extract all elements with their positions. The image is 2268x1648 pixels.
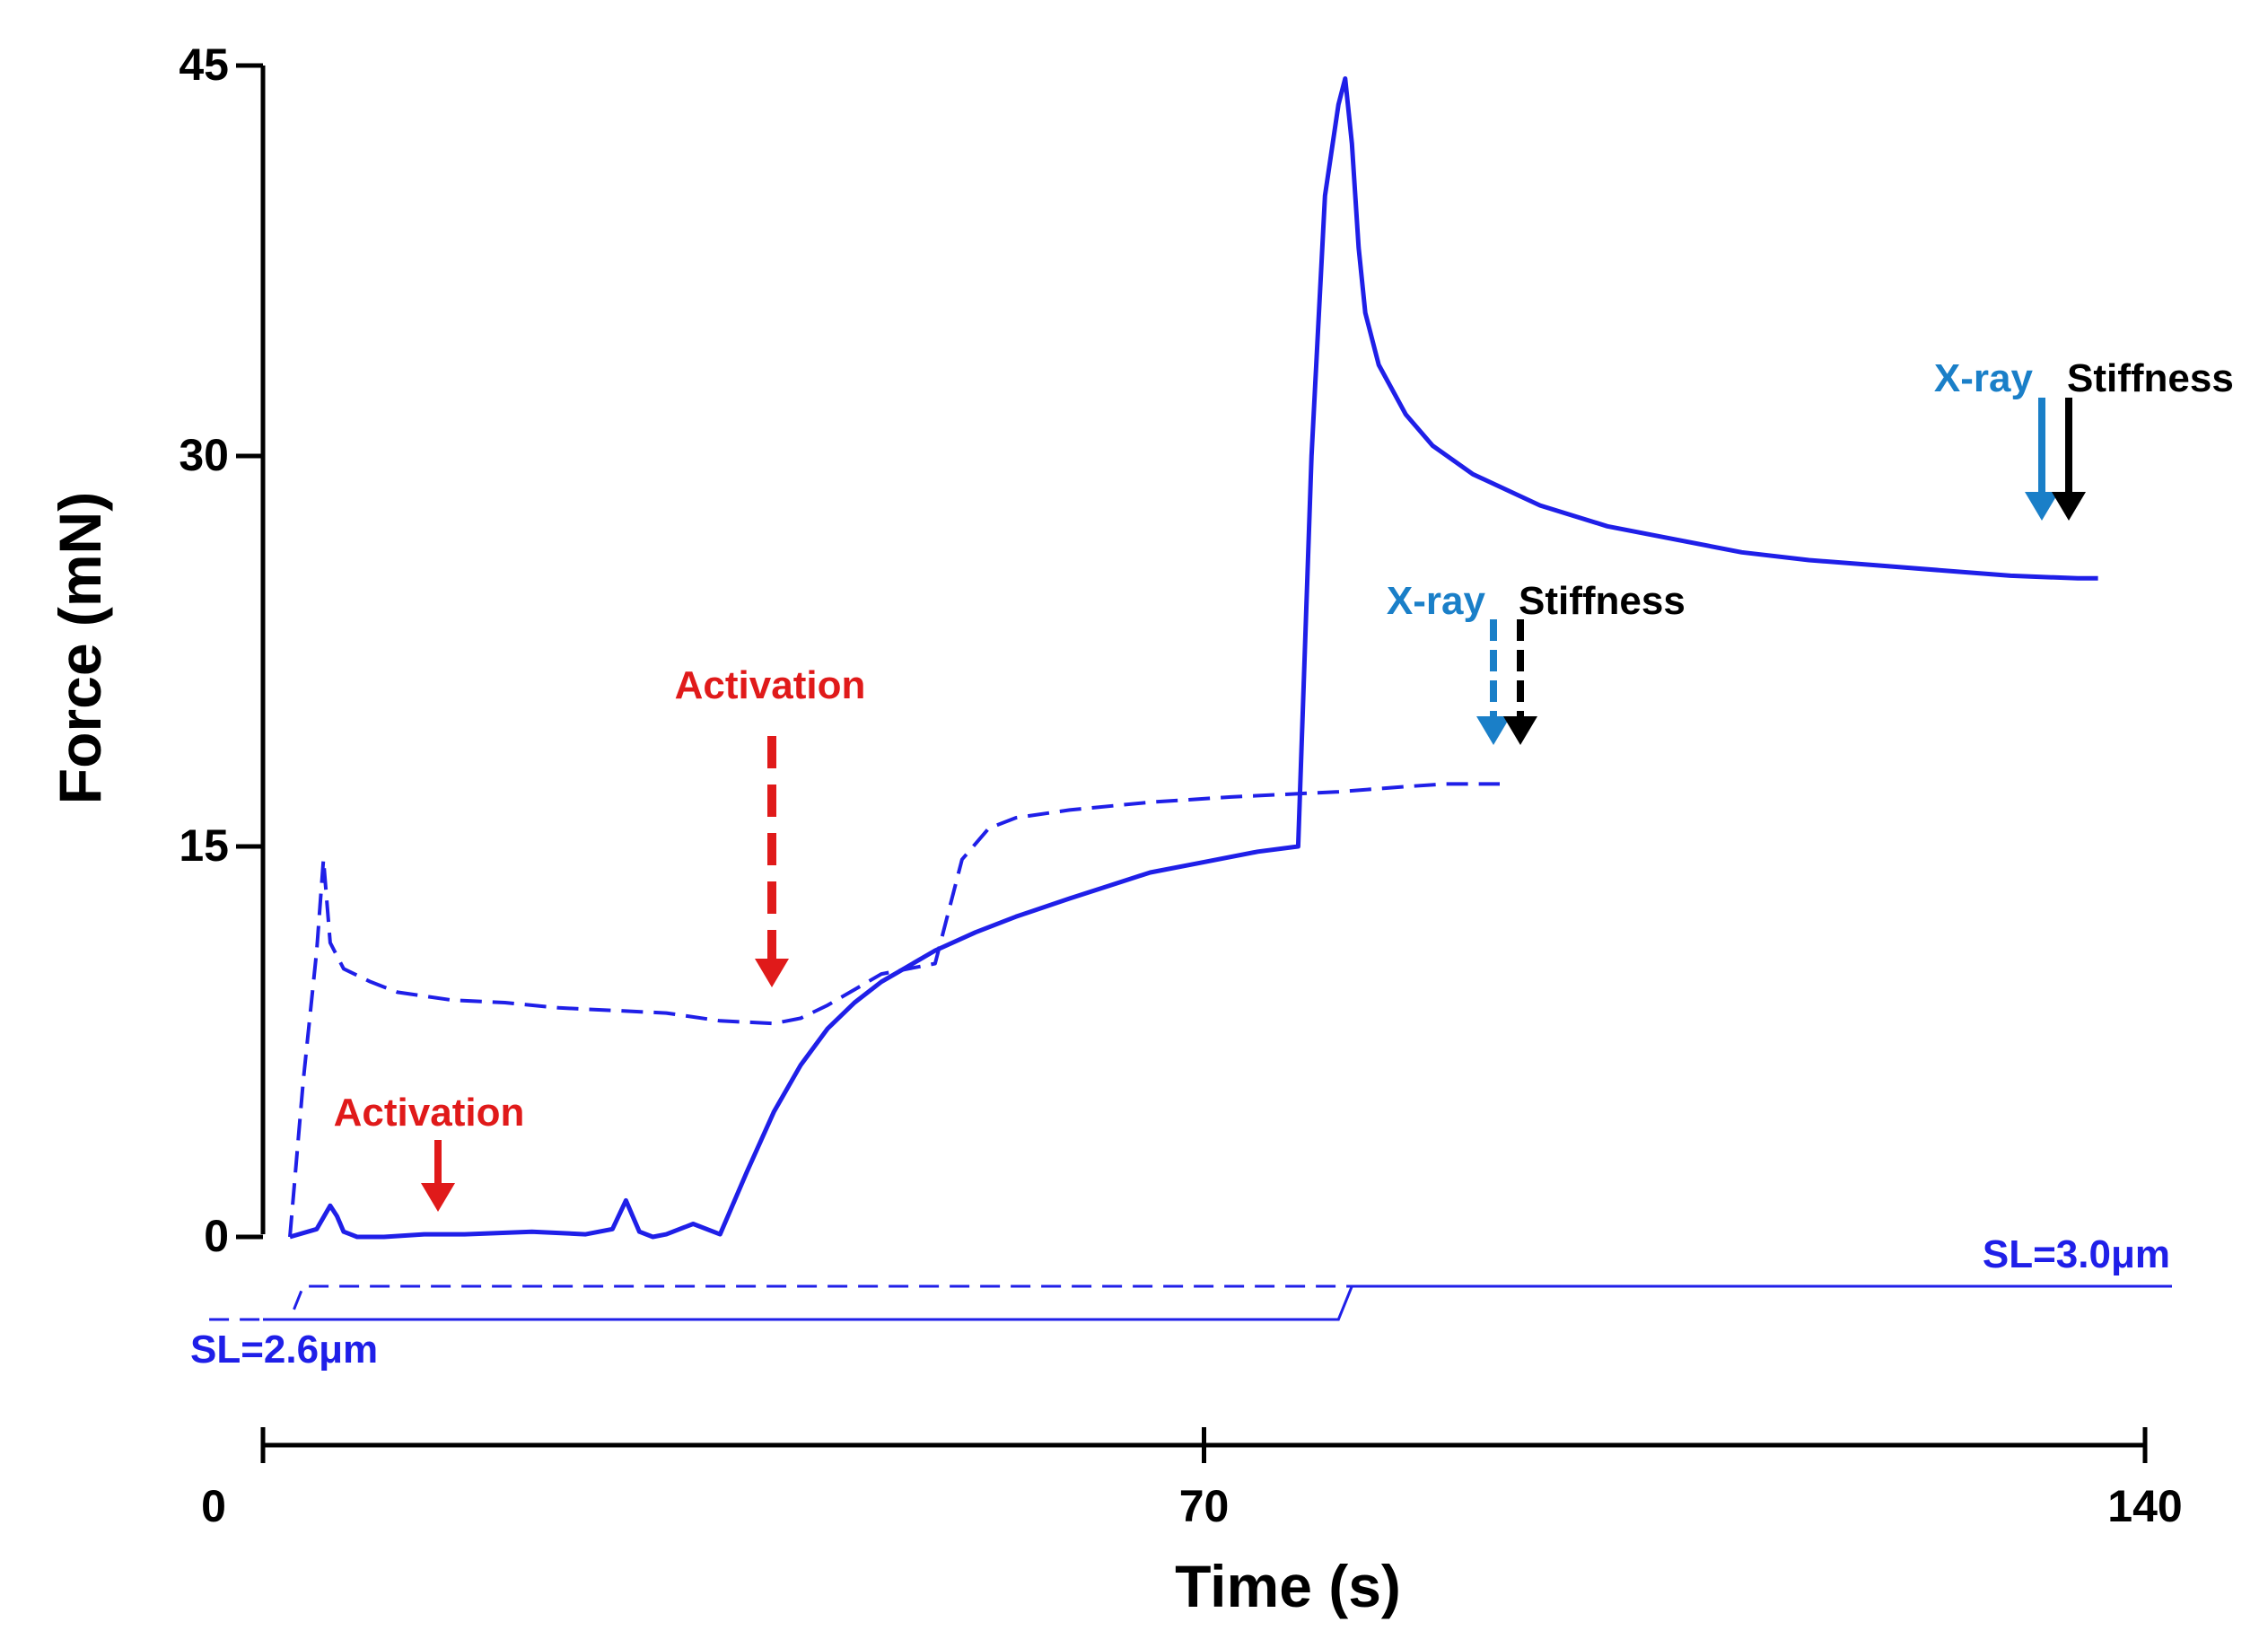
xray-solid-annotation: X-ray [1934,356,2059,521]
stiffness-dashed-arrow-head [1503,716,1537,745]
y-axis-title: Force (mN) [47,492,113,804]
y-tick-label-0: 0 [204,1211,229,1261]
stiffness-dashed-arrow [1503,619,1537,745]
stiffness-solid-annotation: Stiffness [2052,356,2234,521]
xray-solid-arrow-head [2025,492,2059,521]
stiffness-dashed-annotation: Stiffness [1503,579,1686,745]
stiffness-solid-arrow-head [2052,492,2086,521]
y-axis: 0 15 30 45 [179,39,266,1261]
xray-solid-arrow [2025,398,2059,521]
force-traces [288,76,2098,1240]
trace-sl-solid [263,1284,2172,1321]
activation-dashed-arrow [755,736,789,987]
activation-dashed-arrow-head [755,959,789,987]
y-tick-label-15: 15 [179,820,229,871]
activation-dashed-annotation: Activation [675,663,866,987]
stiffness-dashed-label: Stiffness [1519,579,1686,623]
x-tick-label-140: 140 [2107,1481,2182,1531]
annotations: Activation Activation X-ray Stiffness X-… [334,356,2234,1212]
sl-start-label: SL=2.6μm [190,1328,378,1372]
activation-dashed-label: Activation [675,663,866,707]
x-tick-label-0: 0 [201,1481,226,1531]
stiffness-solid-label: Stiffness [2067,356,2234,400]
series-force-dashed [288,782,1500,1238]
activation-solid-label: Activation [334,1091,525,1135]
x-ticks: 0 70 140 [201,1427,2183,1531]
xray-dashed-arrow [1476,619,1511,745]
stiffness-solid-arrow [2052,398,2086,521]
y-tick-label-30: 30 [179,430,229,480]
sarcomere-length-traces [209,1284,2172,1321]
x-tick-label-70: 70 [1179,1481,1230,1531]
xray-dashed-label: X-ray [1387,579,1486,623]
activation-solid-arrow-head [421,1183,455,1212]
xray-dashed-arrow-head [1476,716,1511,745]
x-axis-title: Time (s) [1175,1553,1401,1619]
trace-sl-dashed [209,1284,2172,1321]
y-ticks: 0 15 30 45 [179,39,263,1261]
sl-end-label: SL=3.0μm [1983,1232,2170,1276]
series-force-solid [289,76,2098,1240]
activation-solid-annotation: Activation [334,1091,525,1212]
xray-solid-label: X-ray [1934,356,2034,400]
activation-solid-arrow [421,1140,455,1212]
x-axis: 0 70 140 [201,1427,2183,1531]
y-tick-label-45: 45 [179,39,229,90]
xray-dashed-annotation: X-ray [1387,579,1511,745]
